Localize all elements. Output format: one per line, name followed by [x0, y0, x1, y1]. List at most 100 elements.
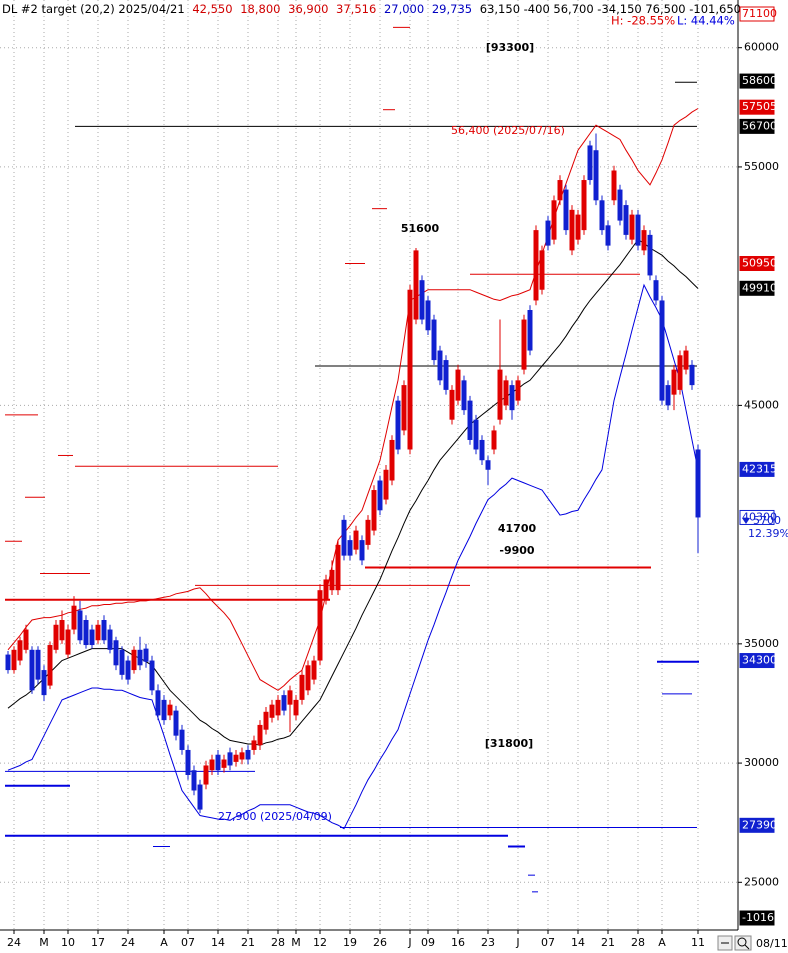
x-tick-label: 21 [241, 936, 255, 949]
price-tag-label: 49910 [742, 281, 777, 294]
candle-body [647, 234, 653, 276]
candle-body [299, 674, 305, 700]
price-tags: 71100 58600 57505 56700 50950 49910 42315 40300… [739, 6, 788, 926]
zoom-in-icon [744, 944, 750, 950]
candle-body [377, 480, 383, 511]
x-tick-label: 21 [601, 936, 615, 949]
x-tick-label: 16 [451, 936, 465, 949]
candle-body [533, 230, 539, 301]
candle-body [683, 350, 689, 370]
x-tick-label: 10 [61, 936, 75, 949]
candle-body [203, 765, 209, 785]
candle-body [137, 649, 143, 666]
candle-body [401, 385, 407, 431]
candle-body [149, 660, 155, 691]
candle-body [587, 145, 593, 181]
candle-body [113, 640, 119, 666]
zoom-controls[interactable] [717, 935, 752, 951]
candle-body [161, 699, 167, 721]
header-part: 36,900 [288, 2, 328, 16]
change-arrow [742, 518, 750, 524]
candle-body [497, 369, 503, 420]
price-tag-label: 34300 [742, 654, 777, 667]
indicator-line [7, 108, 699, 691]
candle-body [185, 749, 191, 775]
candle-body [29, 649, 35, 691]
price-tag-label: 42315 [742, 462, 777, 475]
annotation: -9900 [499, 544, 535, 557]
candle-body [245, 749, 251, 760]
candle-body [509, 385, 515, 411]
candle-body [653, 280, 659, 301]
candle-body [107, 629, 113, 650]
x-tick-label: 14 [211, 936, 225, 949]
candle-body [671, 369, 677, 395]
price-tag-label: 58600 [742, 74, 777, 87]
candle-body [419, 280, 425, 320]
candle-body [389, 439, 395, 481]
candle-body [413, 250, 419, 320]
price-tag-box [739, 99, 775, 115]
candle-body [221, 759, 227, 768]
low-percent: L: 44.44% [677, 14, 735, 28]
candle-body [407, 289, 413, 450]
candle-body [95, 624, 101, 641]
price-tag-label: 40300 [742, 510, 777, 523]
x-tick-label: 12 [313, 936, 327, 949]
annotation: [31800] [485, 737, 533, 750]
candle-body [5, 654, 11, 671]
candle-body [689, 364, 695, 386]
header: DL #2 target (20,2) 2025/04/21 42,550 18… [2, 2, 741, 16]
price-tag-box [739, 910, 775, 926]
candle-body [443, 360, 449, 390]
candle-body [119, 649, 125, 675]
x-tick-label: 24 [121, 936, 135, 949]
price-tag-label: 27390 [742, 818, 777, 831]
candle-body [539, 250, 545, 290]
x-tick-label: A [658, 936, 666, 949]
price-tag-box [739, 6, 775, 22]
candle-body [53, 624, 59, 650]
candle-body [353, 530, 359, 550]
candle-body [563, 189, 569, 231]
candle-body [233, 754, 239, 762]
candle-body [569, 209, 575, 251]
candle-body [269, 704, 275, 718]
candle-body [275, 699, 281, 716]
candle-body [347, 540, 353, 556]
candle-body [173, 710, 179, 736]
candle-body [329, 569, 335, 591]
candle-body [665, 385, 671, 406]
annotation: 41700 [498, 522, 537, 535]
candle-body [239, 752, 245, 760]
candle-body [155, 690, 161, 716]
candle-body [125, 660, 131, 680]
candle-body [365, 519, 371, 545]
candle-body [263, 711, 269, 730]
candle-body [455, 369, 461, 401]
candle-body [131, 649, 137, 671]
candle-body [677, 355, 683, 390]
price-tag-label: -101650 [742, 911, 788, 924]
candle-body [215, 754, 221, 771]
candle-body [623, 205, 629, 235]
candle-body [515, 380, 521, 401]
candle-body [383, 469, 389, 500]
candle-body [371, 490, 377, 531]
change-value: 5700 [753, 514, 781, 527]
candle-body [281, 695, 287, 711]
x-tick-label: M [39, 936, 49, 949]
candle-body [101, 620, 107, 641]
x-tick-label: M [291, 936, 301, 949]
candle-body [425, 300, 431, 331]
candle-body [485, 460, 491, 470]
header-part: 18,800 [240, 2, 280, 16]
candle-body [179, 729, 185, 750]
indicator-line [7, 239, 699, 746]
candle-body [305, 665, 311, 691]
candle-body [521, 319, 527, 370]
candle-body [599, 200, 605, 231]
candle-body [527, 310, 533, 351]
candle-body [695, 449, 701, 518]
